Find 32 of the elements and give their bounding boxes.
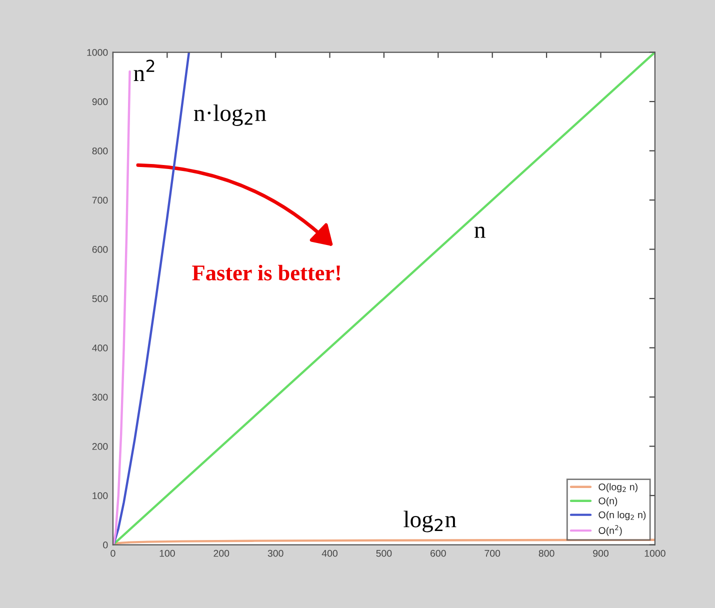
legend-label: O(n log$_{2}$ n) (598, 511, 646, 520)
x-tick-label: 400 (322, 550, 338, 557)
x-tick-label: 1000 (644, 550, 666, 557)
y-tick-label: 1000 (87, 49, 108, 56)
x-tick-label: 600 (430, 550, 446, 557)
y-tick-label: 200 (92, 443, 108, 450)
y-tick-label: 700 (92, 196, 108, 204)
y-tick-label: 400 (92, 344, 108, 352)
y-tick-label: 600 (92, 246, 108, 253)
legend-label: O(n$^{2}$) (598, 525, 622, 536)
x-tick-label: 500 (376, 550, 392, 557)
annotation: n$^{2}$ (134, 60, 154, 81)
annotation: Faster is better! (192, 264, 340, 281)
annotation: n·log$_{2}$n (194, 104, 266, 126)
x-tick-label: 200 (214, 550, 230, 557)
y-tick-label: 0 (103, 542, 108, 548)
x-tick-label: 800 (538, 550, 554, 557)
annotation: n (474, 226, 486, 238)
y-tick-label: 900 (92, 98, 108, 106)
y-tick-label: 800 (92, 148, 108, 154)
legend-label: O(n) (598, 497, 618, 506)
y-tick-label: 300 (92, 394, 108, 401)
x-tick-label: 0 (110, 550, 116, 557)
x-tick-label: 100 (160, 550, 175, 557)
y-tick-label: 500 (92, 295, 108, 302)
legend-label: O(log$_{2}$ n) (598, 483, 638, 492)
annotation: log$_{2}$n (404, 510, 456, 532)
x-tick-label: 300 (268, 550, 284, 557)
y-tick-label: 100 (92, 492, 108, 500)
line-series (112, 70, 131, 545)
x-tick-label: 700 (484, 550, 500, 557)
x-tick-label: 900 (593, 550, 608, 557)
